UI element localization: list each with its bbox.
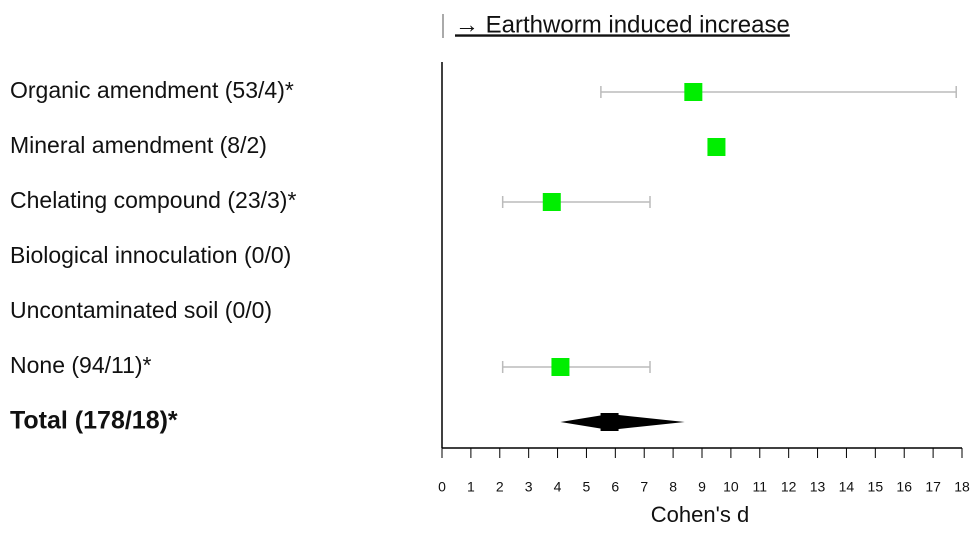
x-tick-label: 13: [810, 479, 826, 495]
x-tick-label: 17: [925, 479, 941, 495]
row-label: Chelating compound (23/3)*: [10, 187, 296, 213]
header: → Earthworm induced increase: [455, 11, 790, 38]
x-tick-label: 9: [698, 479, 706, 495]
point: [542, 193, 561, 211]
x-tick-label: 1: [467, 479, 475, 495]
x-tick-label: 5: [583, 479, 591, 495]
x-tick-label: 16: [896, 479, 912, 495]
point: [707, 138, 726, 156]
x-tick-label: 14: [839, 479, 855, 495]
x-tick-label: 18: [954, 479, 970, 495]
x-tick-label: 12: [781, 479, 797, 495]
row-label: Organic amendment (53/4)*: [10, 77, 294, 103]
row-label: Biological innoculation (0/0): [10, 242, 291, 268]
point: [684, 83, 703, 101]
point: [551, 358, 570, 376]
summary-label: Total (178/18)*: [10, 407, 178, 435]
x-tick-label: 2: [496, 479, 504, 495]
x-tick-label: 0: [438, 479, 446, 495]
x-tick-label: 4: [554, 479, 562, 495]
summary-point: [600, 413, 619, 431]
row-label: Mineral amendment (8/2): [10, 132, 267, 158]
x-tick-label: 10: [723, 479, 739, 495]
row-label: None (94/11)*: [10, 352, 152, 378]
x-tick-label: 7: [640, 479, 648, 495]
x-axis-label: Cohen's d: [651, 502, 749, 527]
x-tick-label: 8: [669, 479, 677, 495]
x-tick-label: 11: [753, 479, 768, 495]
row-label: Uncontaminated soil (0/0): [10, 297, 272, 323]
summary-diamond: [560, 414, 685, 430]
x-tick-label: 3: [525, 479, 533, 495]
x-tick-label: 6: [611, 479, 619, 495]
x-tick-label: 15: [868, 479, 884, 495]
